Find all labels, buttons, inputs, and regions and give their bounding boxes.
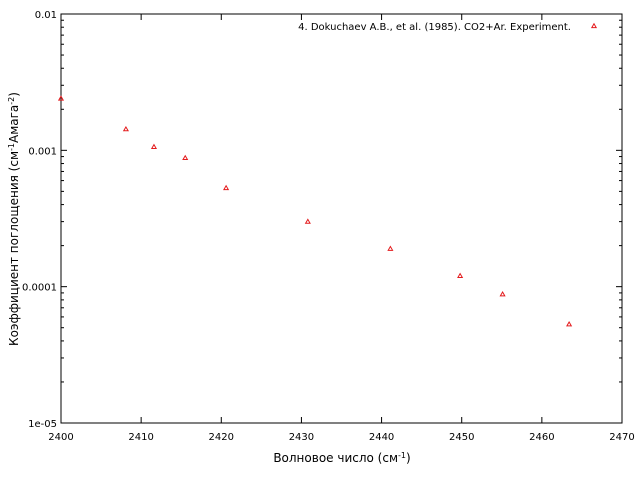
data-point [223,184,230,191]
x-axis: 2400 2410 2420 2430 2440 2450 2460 2470 [48,14,635,443]
data-point [387,245,394,251]
data-point [499,291,506,297]
x-tick-label: 2420 [209,432,234,443]
data-point [150,143,158,150]
data-point [122,125,129,132]
x-axis-label: Волновое число (см-1) [273,451,410,466]
x-tick-label: 2470 [609,432,634,443]
x-tick-label: 2410 [128,432,153,443]
x-tick-label: 2460 [529,432,554,443]
x-tick-label: 2430 [289,432,314,443]
legend-label: 4. Dokuchaev A.B., et al. (1985). CO2+Ar… [298,22,571,33]
y-tick-label: 1e-05 [28,419,57,430]
y-axis: 0.01 0.001 0.0001 1e-05 [22,10,622,430]
data-point [566,321,573,327]
y-tick-label: 0.01 [35,10,57,21]
plot-frame [60,13,623,424]
data-point [457,272,464,279]
y-tick-label: 0.001 [28,146,57,157]
y-tick-label: 0.0001 [22,283,57,294]
data-point [57,95,65,101]
x-tick-label: 2440 [369,432,394,443]
x-tick-label: 2400 [48,432,73,443]
x-tick-label: 2450 [449,432,474,443]
y-axis-label: Коэффициент поглощения (см-1Амага-2) [7,92,22,346]
data-points [57,95,573,327]
legend: 4. Dokuchaev A.B., et al. (1985). CO2+Ar… [298,22,598,33]
data-point [304,218,311,224]
data-point [182,154,189,161]
legend-marker [590,22,598,29]
